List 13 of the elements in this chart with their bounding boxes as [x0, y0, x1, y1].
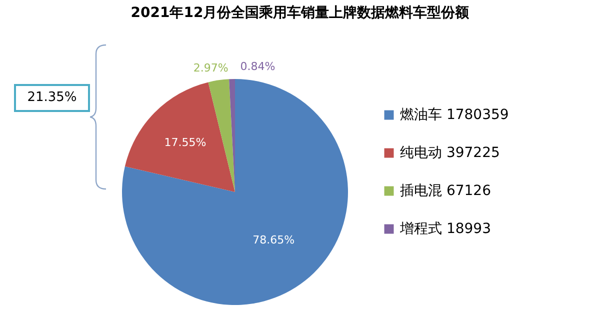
data-label: 0.84% — [240, 60, 276, 74]
chart-title: 2021年12月份全国乘用车销量上牌数据燃料车型份额 — [130, 4, 470, 21]
legend-label: 纯电动 397225 — [400, 145, 500, 161]
data-label: 78.65% — [252, 234, 295, 247]
data-label: 2.97% — [193, 61, 228, 74]
legend-label: 插电混 67126 — [400, 183, 492, 199]
pie-slice — [124, 82, 235, 192]
legend-label: 增程式 18993 — [399, 221, 491, 237]
legend-label: 燃油车 1780359 — [400, 107, 509, 123]
pie-slice — [122, 79, 348, 305]
pie-slice — [208, 79, 235, 192]
text: 21.35% — [14, 84, 90, 112]
data-label: 17.55% — [164, 136, 206, 149]
